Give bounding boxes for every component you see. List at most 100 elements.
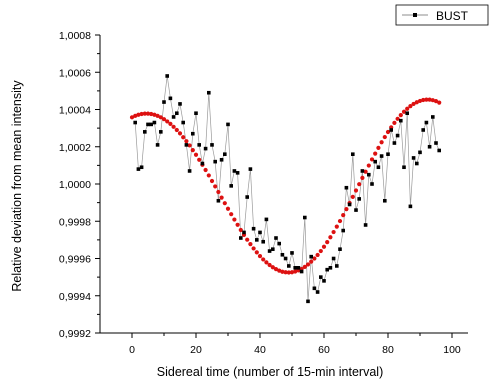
bust-point	[373, 159, 377, 164]
fit-point	[350, 194, 355, 199]
bust-point	[424, 120, 429, 125]
bust-point	[293, 266, 297, 270]
bust-point	[431, 115, 435, 119]
bust-point	[159, 130, 163, 134]
fit-point	[376, 145, 381, 150]
bust-point	[226, 122, 230, 127]
fit-point	[427, 97, 432, 102]
fit-point	[193, 152, 199, 157]
legend: BUST	[395, 4, 489, 26]
bust-point	[338, 247, 342, 251]
fit-point	[280, 269, 285, 274]
bust-point	[277, 241, 281, 246]
bust-point	[383, 198, 387, 203]
fit-point	[197, 157, 202, 162]
fit-point	[283, 270, 288, 275]
fit-point	[408, 104, 413, 109]
y-axis-title: Relative deviation from mean intensity	[10, 80, 24, 292]
fit-point	[312, 256, 317, 261]
fit-point	[341, 213, 346, 218]
fit-point	[219, 195, 224, 200]
fit-point	[190, 148, 195, 153]
legend-label-bust: BUST	[436, 9, 469, 23]
fit-point	[373, 151, 378, 156]
bust-point	[415, 161, 419, 166]
bust-point	[171, 115, 176, 119]
fit-point	[363, 169, 368, 174]
bust-point	[242, 230, 246, 235]
y-tick-label: 1,0004	[59, 105, 91, 117]
bust-point	[245, 195, 249, 199]
bust-point	[143, 130, 147, 134]
fit-point	[417, 98, 423, 104]
fit-point	[385, 129, 391, 135]
fit-point	[267, 262, 272, 268]
fit-point	[401, 109, 407, 114]
bust-point	[363, 223, 368, 227]
fit-point	[334, 224, 339, 229]
fit-point	[353, 188, 359, 193]
y-tick-label: 1,0008	[59, 30, 91, 42]
bust-point	[325, 267, 329, 272]
bust-point	[287, 264, 291, 268]
y-tick-label: 0,9996	[59, 254, 91, 266]
bust-point	[351, 152, 355, 156]
plot-area	[129, 74, 442, 304]
fit-point	[229, 212, 234, 217]
fit-point	[369, 157, 375, 162]
fit-point	[382, 134, 387, 140]
bust-point	[255, 238, 259, 242]
fit-point	[318, 248, 323, 254]
bust-point	[335, 264, 339, 268]
bust-point	[264, 217, 269, 222]
bust-point	[274, 236, 278, 240]
fit-point	[379, 140, 384, 145]
bust-point	[248, 167, 253, 171]
bust-point	[290, 251, 294, 255]
bust-point	[133, 120, 137, 125]
fit-point	[337, 218, 343, 224]
bust-point	[408, 204, 413, 209]
fit-point	[203, 167, 208, 173]
fit-point	[357, 182, 362, 187]
bust-point	[283, 256, 288, 261]
fit-point	[344, 207, 349, 212]
fit-point	[366, 163, 371, 168]
fit-point	[222, 201, 227, 206]
legend-box	[395, 4, 489, 26]
bust-point	[434, 141, 438, 145]
fit-point	[152, 112, 157, 117]
fit-point	[139, 111, 144, 117]
bust-point	[395, 133, 400, 138]
bust-point	[239, 236, 243, 240]
fit-point	[437, 100, 442, 105]
fit-point	[158, 115, 163, 120]
bust-point	[331, 256, 336, 261]
bust-point	[162, 100, 166, 104]
fit-point	[305, 262, 311, 267]
bust-point	[405, 111, 409, 116]
fit-point	[187, 143, 192, 148]
fit-point	[325, 240, 330, 245]
bust-point	[210, 143, 214, 147]
bust-point	[379, 154, 384, 158]
bust-point	[165, 74, 169, 78]
fit-point	[184, 139, 189, 144]
bust-point	[376, 165, 381, 170]
fit-point	[216, 189, 221, 195]
x-tick-label: 100	[443, 344, 461, 356]
bust-point	[178, 102, 182, 106]
bust-point	[261, 239, 265, 244]
bust-point	[197, 143, 201, 147]
y-tick-label: 0,9992	[59, 328, 91, 340]
fit-point	[398, 112, 403, 118]
y-tick-label: 1,0002	[59, 142, 91, 154]
bust-point	[232, 169, 237, 173]
bust-point	[146, 122, 150, 127]
fit-point	[209, 178, 215, 184]
bust-point	[312, 286, 317, 291]
fit-point	[328, 235, 333, 240]
fit-point	[213, 184, 218, 189]
fit-point	[168, 121, 173, 126]
